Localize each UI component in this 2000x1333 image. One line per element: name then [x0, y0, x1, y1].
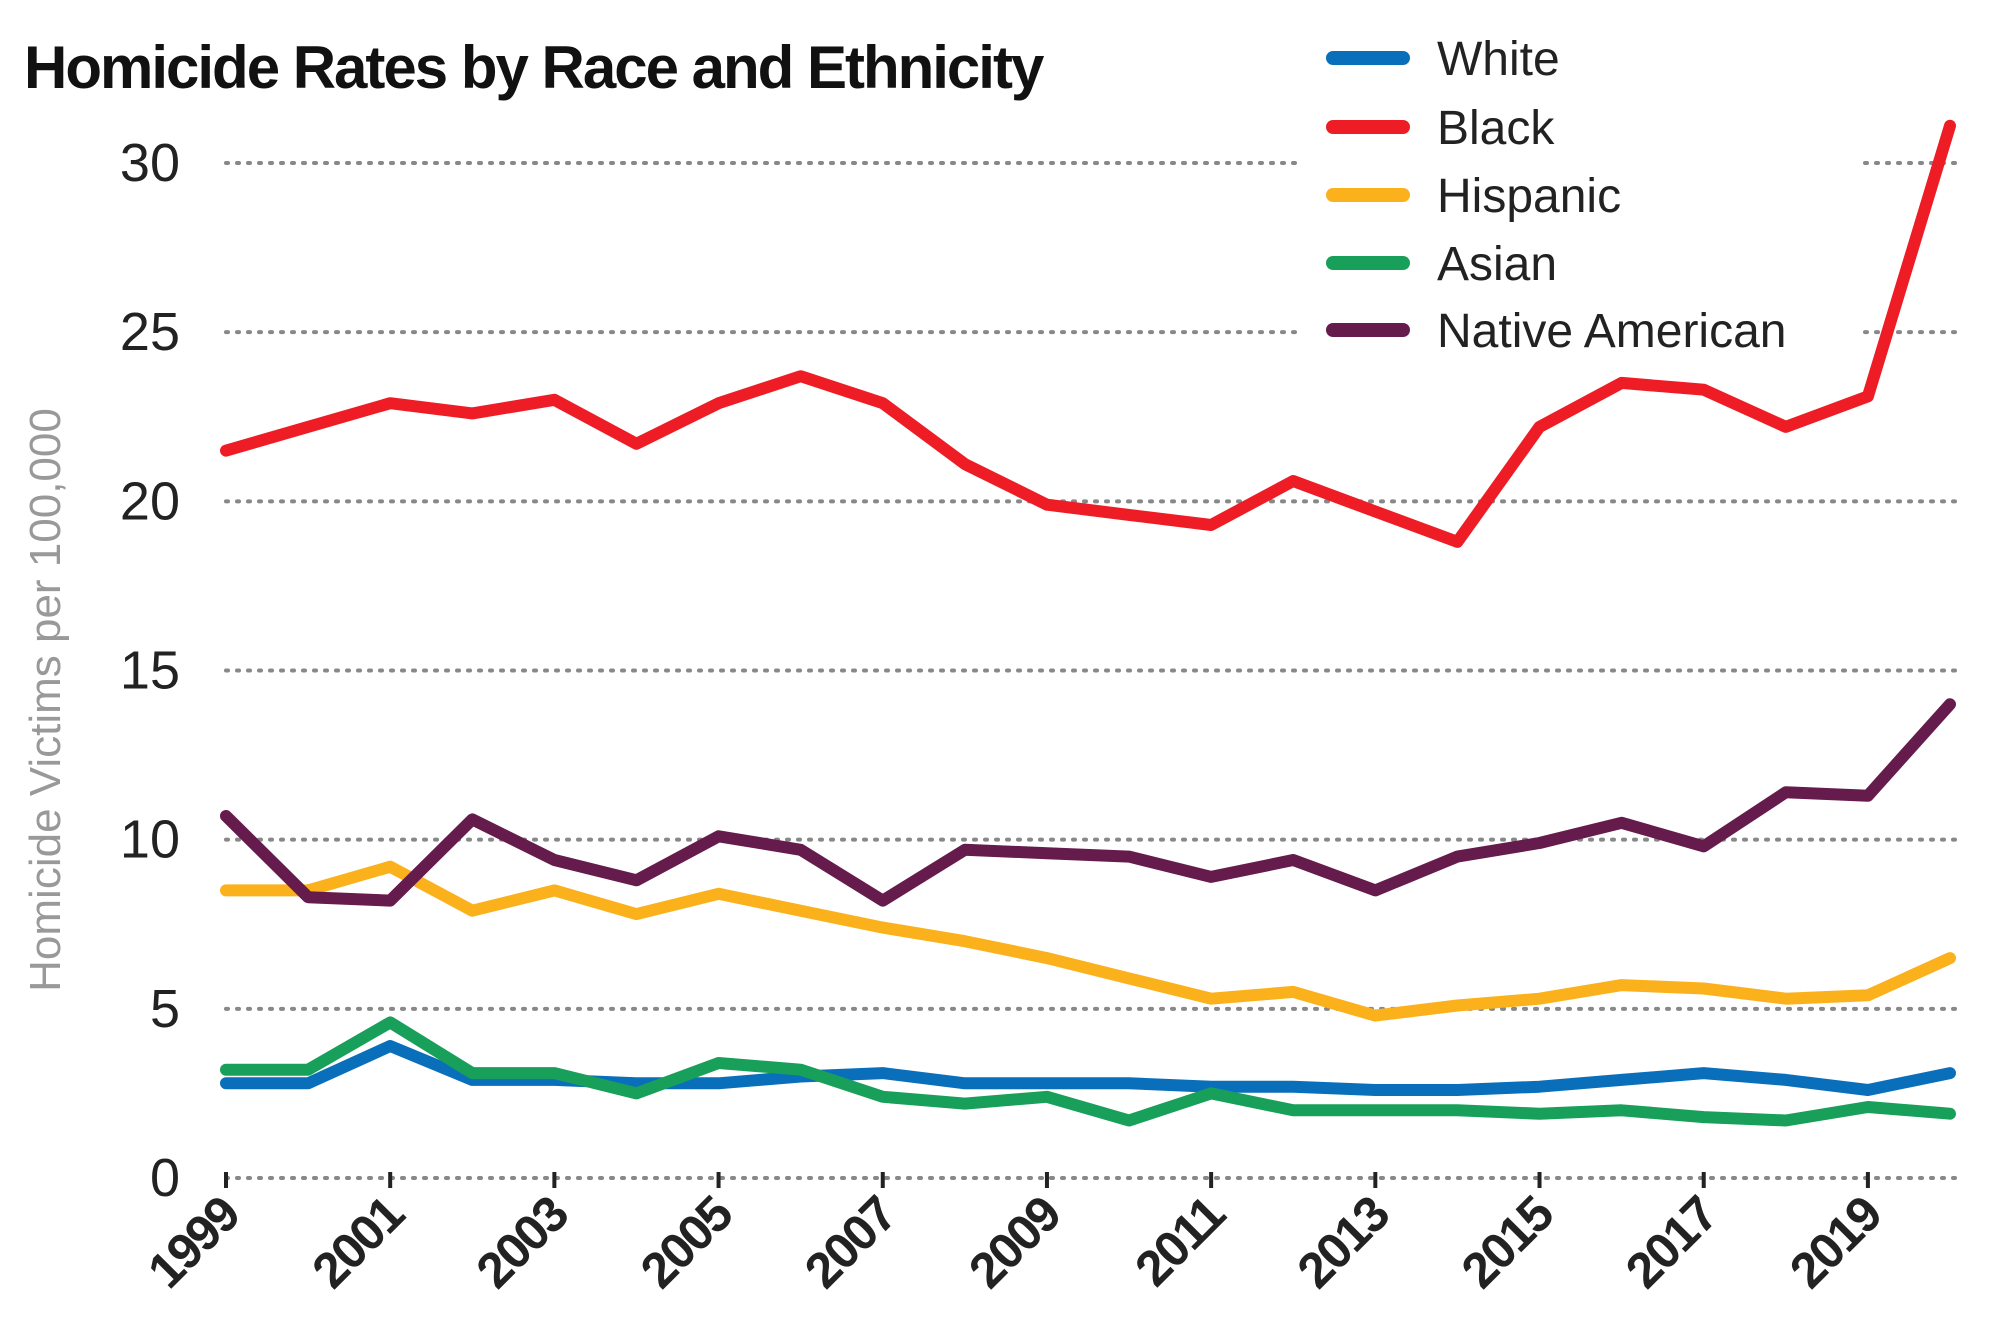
- legend-item: White: [1326, 33, 1560, 86]
- y-tick-label: 15: [120, 641, 180, 701]
- y-tick-label: 5: [150, 979, 180, 1039]
- legend-label: Hispanic: [1437, 170, 1621, 223]
- x-tick-label: 2001: [301, 1185, 414, 1298]
- legend-label: Black: [1437, 102, 1555, 155]
- legend-item: Native American: [1326, 305, 1786, 358]
- y-tick-label: 25: [120, 302, 180, 362]
- x-tick-label: 2011: [1124, 1185, 1235, 1296]
- series-lines: [220, 119, 1956, 1127]
- x-tick-label: 2003: [466, 1186, 579, 1299]
- legend-label: White: [1437, 33, 1560, 86]
- series-line-native-american: [220, 698, 1956, 907]
- y-tick-label: 20: [120, 471, 180, 531]
- legend-label: Asian: [1437, 238, 1557, 291]
- y-tick-label: 10: [120, 810, 180, 870]
- x-tick-label: 2013: [1287, 1186, 1400, 1299]
- x-axis-ticks: 1999 2001 2003 2005 2007 2009 2011 2013 2015 2017…: [137, 1172, 1892, 1299]
- y-axis-ticks: 0 5 10 15 20 25 30: [120, 133, 180, 1208]
- x-tick-label: 2009: [958, 1186, 1071, 1299]
- y-tick-label: 0: [150, 1148, 180, 1208]
- x-tick-label: 2005: [630, 1185, 743, 1298]
- legend: White Black Hispanic Asian Native American: [1326, 33, 1786, 358]
- gridlines: [224, 161, 1964, 1180]
- legend-item: Black: [1326, 102, 1555, 155]
- legend-item: Asian: [1326, 238, 1557, 291]
- x-tick-label: 2019: [1779, 1186, 1892, 1299]
- series-line-asian: [220, 1016, 1956, 1127]
- legend-item: Hispanic: [1326, 170, 1621, 223]
- series-line-white: [220, 1040, 1956, 1096]
- x-tick-label: 2007: [794, 1186, 907, 1299]
- series-line-black: [220, 119, 1956, 548]
- x-tick-label: 2015: [1451, 1185, 1564, 1298]
- series-line-hispanic: [220, 860, 1956, 1022]
- x-tick-label: 2017: [1615, 1186, 1728, 1299]
- chart-title: Homicide Rates by Race and Ethnicity: [24, 34, 1045, 101]
- y-axis-label: Homicide Victims per 100,000: [21, 408, 70, 992]
- y-tick-label: 30: [120, 133, 180, 193]
- legend-label: Native American: [1437, 305, 1786, 358]
